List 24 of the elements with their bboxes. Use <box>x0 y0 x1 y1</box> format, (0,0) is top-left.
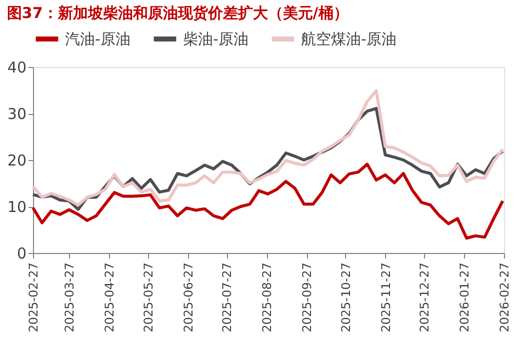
x-tick-label: 2026-02-27 <box>498 262 512 332</box>
x-tick-label: 2025-07-27 <box>220 262 234 332</box>
chart-title: 图37：新加坡柴油和原油现货价差扩大（美元/桶） <box>6 4 348 22</box>
x-tick-label: 2025-09-27 <box>300 262 314 332</box>
x-tick-label: 2025-06-27 <box>181 262 196 332</box>
y-tick-label: 40 <box>7 58 26 76</box>
x-tick-label: 2025-02-27 <box>26 262 40 332</box>
x-tick-label: 2025-05-27 <box>141 262 156 332</box>
line-series <box>32 162 504 240</box>
line-series <box>32 89 504 207</box>
legend-label: 航空煤油-原油 <box>301 30 396 48</box>
x-tick-label: 2025-03-27 <box>62 262 77 332</box>
y-tick-label: 20 <box>7 152 26 170</box>
x-tick-label: 2026-01-27 <box>457 262 472 332</box>
x-tick-label: 2025-12-27 <box>417 262 432 332</box>
y-tick-label: 10 <box>7 198 26 216</box>
x-tick-label: 2025-10-27 <box>338 262 353 332</box>
legend-label: 汽油-原油 <box>65 30 130 48</box>
legend-label: 柴油-原油 <box>183 30 248 48</box>
x-tick-label: 2025-11-27 <box>378 262 393 332</box>
x-tick-label: 2025-04-27 <box>102 262 117 332</box>
x-tick-label: 2025-08-27 <box>260 262 274 332</box>
y-tick-label: 0 <box>16 244 26 262</box>
y-tick-label: 30 <box>7 105 26 123</box>
